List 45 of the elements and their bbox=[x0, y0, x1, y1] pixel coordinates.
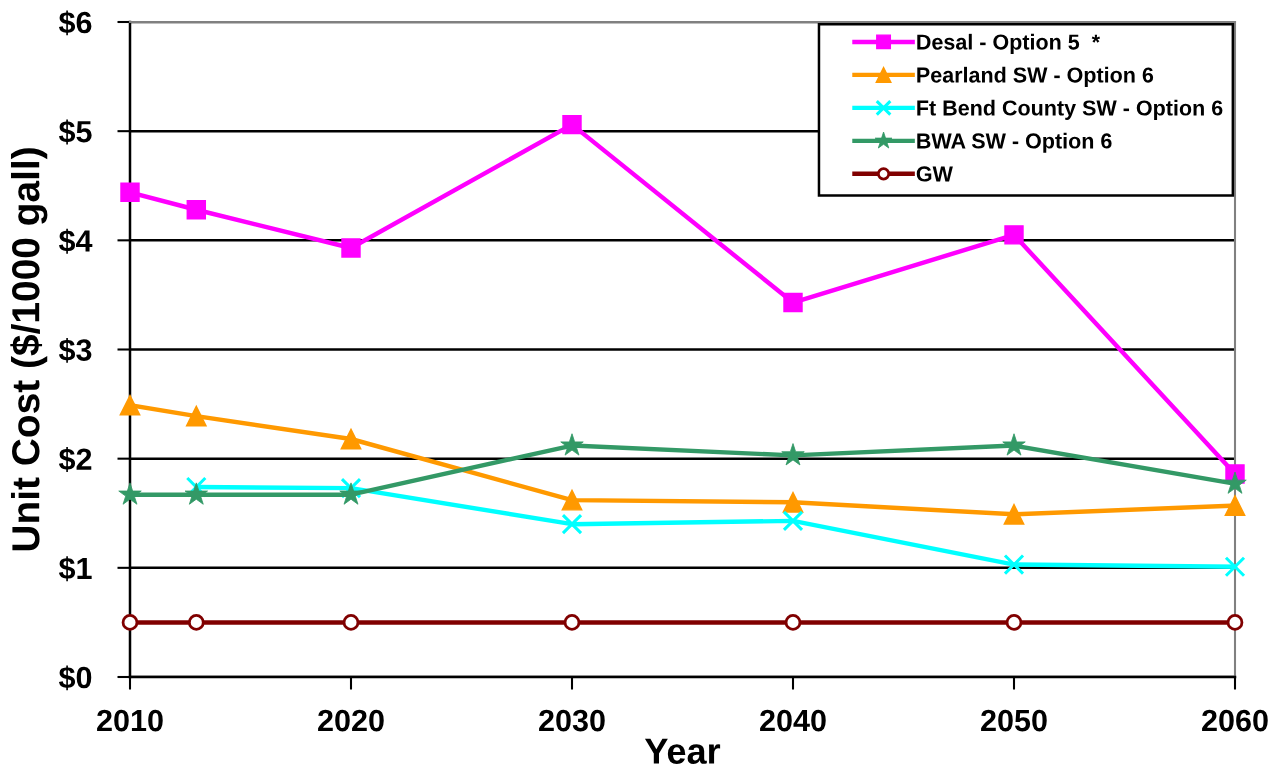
point bbox=[782, 510, 804, 532]
point bbox=[561, 489, 583, 511]
point bbox=[1226, 614, 1244, 631]
y-tick-label: $4 bbox=[58, 228, 93, 254]
legend-label: Ft Bend County SW - Option 6 bbox=[917, 99, 1223, 120]
point bbox=[1003, 554, 1025, 576]
point bbox=[1004, 225, 1024, 245]
legend-label: Pearland SW - Option 6 bbox=[917, 66, 1154, 87]
y-tick-label: $5 bbox=[58, 119, 92, 145]
point bbox=[340, 428, 362, 450]
x-tick-label: 2060 bbox=[1202, 709, 1268, 732]
point bbox=[1224, 556, 1246, 578]
x-tick-label: 2010 bbox=[97, 709, 163, 732]
point bbox=[1224, 495, 1246, 517]
point bbox=[187, 614, 205, 631]
y-tick-label: $1 bbox=[58, 556, 92, 582]
x-tick-label: 2050 bbox=[981, 709, 1047, 732]
y-tick-label: $6 bbox=[58, 10, 92, 36]
point bbox=[1003, 503, 1025, 525]
point bbox=[562, 114, 582, 135]
x-tick-label: 2020 bbox=[318, 709, 384, 732]
y-tick-label: $3 bbox=[58, 337, 92, 363]
legend-label: Desal - Option 5 * bbox=[917, 33, 1101, 54]
point bbox=[784, 614, 802, 631]
x-tick-label: 2030 bbox=[539, 709, 605, 732]
point bbox=[119, 394, 141, 416]
x-axis-title: Year bbox=[644, 738, 721, 764]
y-tick-label: $0 bbox=[58, 665, 92, 691]
point bbox=[341, 238, 361, 258]
point bbox=[782, 491, 804, 513]
legend-label: GW bbox=[916, 166, 953, 182]
point bbox=[121, 614, 139, 631]
point bbox=[561, 513, 583, 535]
y-tick-label: $2 bbox=[58, 447, 92, 473]
point bbox=[340, 477, 362, 499]
point bbox=[186, 200, 207, 220]
point bbox=[185, 405, 207, 427]
legend-label: BWA SW - Option 6 bbox=[917, 132, 1112, 153]
point bbox=[563, 614, 581, 631]
point bbox=[783, 292, 803, 313]
point bbox=[1005, 614, 1023, 631]
y-axis-title: Unit Cost ($/1000 gall) bbox=[10, 148, 48, 551]
point bbox=[120, 182, 140, 203]
point bbox=[342, 614, 360, 631]
x-tick-label: 2040 bbox=[760, 709, 826, 732]
